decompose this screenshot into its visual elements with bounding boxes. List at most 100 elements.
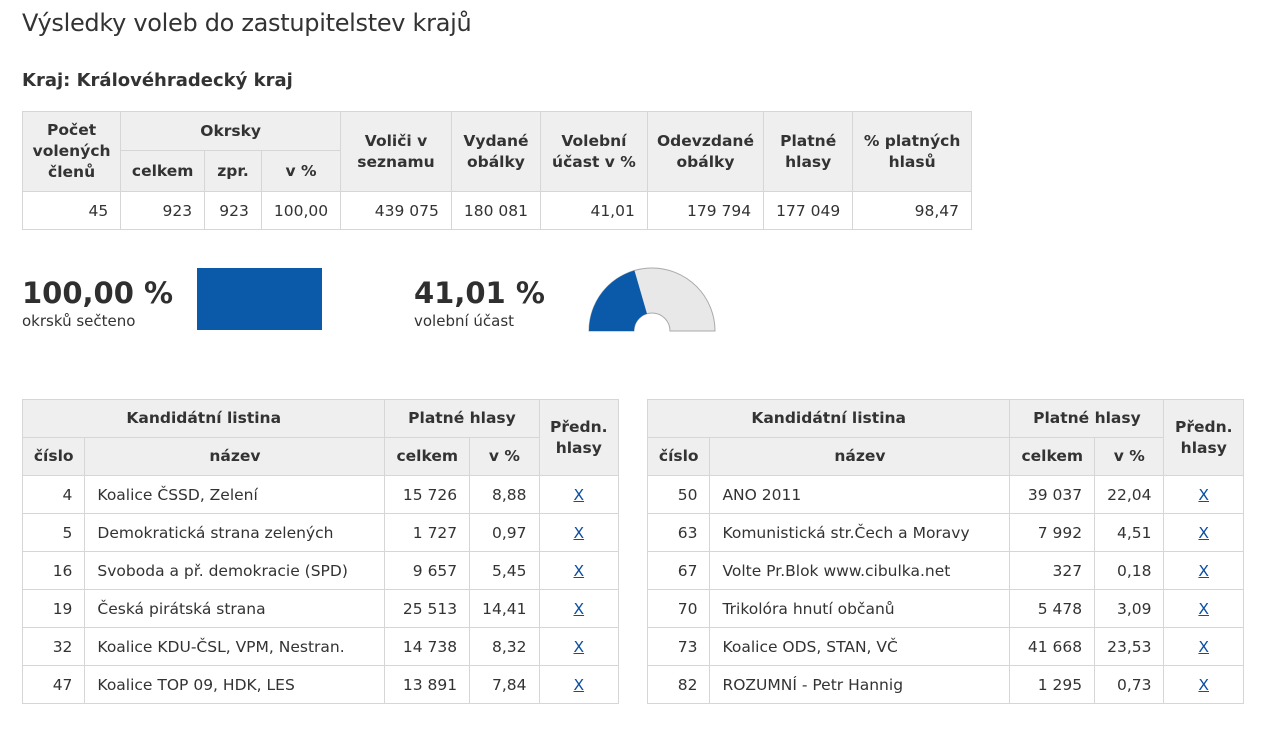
preferential-cell: X: [538, 665, 620, 704]
table-row: 63 Komunistická str.Čech a Moravy 7 992 …: [646, 513, 1244, 552]
table-row: 82 ROZUMNÍ - Petr Hannig 1 295 0,73 X: [646, 665, 1244, 704]
table-row: 16 Svoboda a př. demokracie (SPD) 9 657 …: [21, 551, 620, 590]
value-members: 45: [21, 191, 122, 230]
region-heading: Kraj: Královéhradecký kraj: [22, 70, 293, 91]
preferential-cell: X: [538, 475, 620, 514]
preferential-votes-link[interactable]: X: [573, 675, 585, 694]
preferential-cell: X: [1163, 665, 1244, 704]
table-row: 5 Demokratická strana zelených 1 727 0,9…: [21, 513, 620, 552]
preferential-votes-link[interactable]: X: [1198, 485, 1210, 504]
preferential-votes-link[interactable]: X: [573, 561, 585, 580]
header-candidate-list: Kandidátní listina: [646, 399, 1011, 438]
party-name: Demokratická strana zelených: [84, 513, 386, 552]
party-number: 16: [21, 551, 86, 590]
party-number: 70: [646, 589, 711, 628]
value-districts-pct: 100,00: [260, 191, 342, 230]
value-envelopes-returned: 179 794: [646, 191, 765, 230]
header-valid-pct: % platných hlasů: [852, 111, 972, 192]
preferential-cell: X: [538, 513, 620, 552]
header-valid-votes: Platné hlasy: [763, 111, 854, 192]
preferential-votes-link[interactable]: X: [573, 523, 585, 542]
party-name: Volte Pr.Blok www.cibulka.net: [709, 551, 1011, 590]
turnout-kpi: 41,01 % volební účast: [414, 276, 545, 331]
party-votes: 13 891: [384, 665, 471, 704]
preferential-votes-link[interactable]: X: [1198, 561, 1210, 580]
table-row: 47 Koalice TOP 09, HDK, LES 13 891 7,84 …: [21, 665, 620, 704]
party-votes: 1 727: [384, 513, 471, 552]
table-row: 73 Koalice ODS, STAN, VČ 41 668 23,53 X: [646, 627, 1244, 666]
preferential-cell: X: [1163, 513, 1244, 552]
party-pct: 0,73: [1094, 665, 1165, 704]
table-row: 70 Trikolóra hnutí občanů 5 478 3,09 X: [646, 589, 1244, 628]
party-name: Svoboda a př. demokracie (SPD): [84, 551, 386, 590]
party-pct: 7,84: [469, 665, 540, 704]
party-number: 50: [646, 475, 711, 514]
value-envelopes-issued: 180 081: [450, 191, 542, 230]
header-number: číslo: [21, 437, 86, 476]
table-row: 32 Koalice KDU-ČSL, VPM, Nestran. 14 738…: [21, 627, 620, 666]
party-votes: 14 738: [384, 627, 471, 666]
preferential-cell: X: [1163, 475, 1244, 514]
party-votes: 39 037: [1009, 475, 1096, 514]
turnout-value: 41,01 %: [414, 276, 545, 310]
preferential-cell: X: [538, 627, 620, 666]
preferential-votes-link[interactable]: X: [1198, 675, 1210, 694]
party-votes: 327: [1009, 551, 1096, 590]
header-voters: Voliči v seznamu: [340, 111, 452, 192]
preferential-cell: X: [1163, 551, 1244, 590]
value-valid-pct: 98,47: [852, 191, 972, 230]
preferential-cell: X: [1163, 627, 1244, 666]
party-number: 73: [646, 627, 711, 666]
value-districts-done: 923: [204, 191, 262, 230]
preferential-cell: X: [538, 589, 620, 628]
preferential-votes-link[interactable]: X: [573, 637, 585, 656]
header-preferential-votes: Předn. hlasy: [538, 399, 620, 476]
header-candidate-list: Kandidátní listina: [21, 399, 386, 438]
header-total: celkem: [1009, 437, 1096, 476]
party-pct: 3,09: [1094, 589, 1165, 628]
counted-progress-fill: [197, 268, 322, 330]
party-pct: 5,45: [469, 551, 540, 590]
party-number: 19: [21, 589, 86, 628]
party-number: 67: [646, 551, 711, 590]
party-number: 63: [646, 513, 711, 552]
preferential-cell: X: [538, 551, 620, 590]
party-votes: 25 513: [384, 589, 471, 628]
preferential-votes-link[interactable]: X: [1198, 599, 1210, 618]
party-name: Koalice ČSSD, Zelení: [84, 475, 386, 514]
party-pct: 8,32: [469, 627, 540, 666]
party-pct: 8,88: [469, 475, 540, 514]
preferential-votes-link[interactable]: X: [1198, 637, 1210, 656]
party-name: ROZUMNÍ - Petr Hannig: [709, 665, 1011, 704]
header-preferential-votes: Předn. hlasy: [1163, 399, 1244, 476]
header-valid-votes: Platné hlasy: [384, 399, 540, 438]
header-pct: v %: [469, 437, 540, 476]
party-name: Trikolóra hnutí občanů: [709, 589, 1011, 628]
preferential-cell: X: [1163, 589, 1244, 628]
turnout-gauge-fill: [589, 270, 647, 331]
party-pct: 14,41: [469, 589, 540, 628]
preferential-votes-link[interactable]: X: [573, 599, 585, 618]
header-total: celkem: [384, 437, 471, 476]
party-pct: 4,51: [1094, 513, 1165, 552]
party-votes: 9 657: [384, 551, 471, 590]
party-number: 32: [21, 627, 86, 666]
turnout-label: volební účast: [414, 312, 515, 330]
table-row: 67 Volte Pr.Blok www.cibulka.net 327 0,1…: [646, 551, 1244, 590]
value-valid-votes: 177 049: [763, 191, 854, 230]
preferential-votes-link[interactable]: X: [1198, 523, 1210, 542]
preferential-votes-link[interactable]: X: [573, 485, 585, 504]
header-envelopes-returned: Odevzdané obálky: [646, 111, 765, 192]
party-votes: 41 668: [1009, 627, 1096, 666]
summary-table: Počet volených členů Okrsky Voliči v sez…: [21, 111, 972, 230]
party-number: 4: [21, 475, 86, 514]
party-name: Česká pirátská strana: [84, 589, 386, 628]
header-name: název: [709, 437, 1011, 476]
header-envelopes-issued: Vydané obálky: [450, 111, 542, 192]
party-pct: 22,04: [1094, 475, 1165, 514]
table-row: 4 Koalice ČSSD, Zelení 15 726 8,88 X: [21, 475, 620, 514]
party-name: Koalice TOP 09, HDK, LES: [84, 665, 386, 704]
party-name: ANO 2011: [709, 475, 1011, 514]
header-districts-total: celkem: [120, 150, 206, 192]
header-districts-pct: v %: [260, 150, 342, 192]
